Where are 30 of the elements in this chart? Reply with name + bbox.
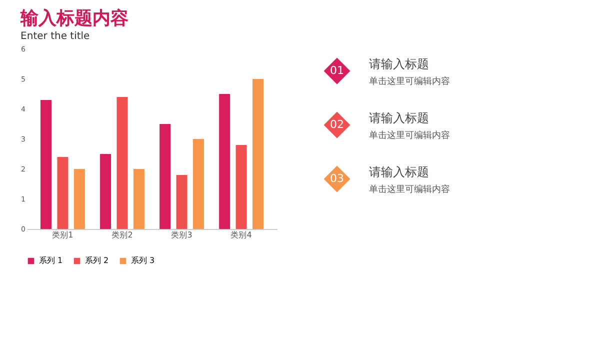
- x-tick-label: 类别2: [112, 230, 133, 240]
- text: 单击这里可编辑内容: [369, 76, 450, 87]
- bar: [219, 94, 230, 229]
- bar: [176, 175, 188, 229]
- bar: [236, 145, 247, 229]
- text: 请输入标题: [369, 165, 429, 179]
- chart-title: 输入标题内容: [20, 8, 129, 29]
- bar: [160, 124, 171, 229]
- x-tick-label: 类别4: [230, 230, 252, 240]
- bar: [40, 100, 52, 229]
- legend-label: 系列 3: [131, 256, 155, 265]
- bar: [133, 169, 144, 229]
- text: 请输入标题: [369, 111, 429, 125]
- text: 02: [330, 118, 344, 131]
- bar: [252, 79, 264, 229]
- legend-label: 系列 2: [85, 256, 109, 265]
- chart-subtitle: Enter the title: [20, 31, 90, 42]
- text: 单击这里可编辑内容: [369, 130, 450, 141]
- text: 01: [330, 64, 344, 77]
- legend-label: 系列 1: [39, 256, 63, 265]
- bar: [116, 97, 128, 229]
- bar: [100, 154, 112, 229]
- text: 请输入标题: [369, 57, 429, 71]
- text: 03: [330, 172, 344, 185]
- x-tick-label: 类别1: [52, 230, 74, 240]
- text: 单击这里可编辑内容: [369, 184, 450, 195]
- bar: [74, 169, 85, 229]
- x-tick-label: 类别3: [171, 230, 192, 240]
- bar: [192, 139, 204, 229]
- bar: [57, 157, 68, 229]
